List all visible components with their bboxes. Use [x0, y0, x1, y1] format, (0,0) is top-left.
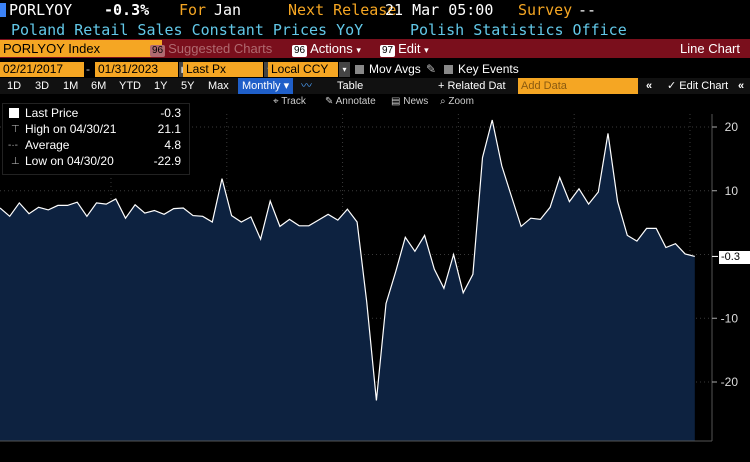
y-axis: 20 10 -10 -20 [711, 114, 739, 441]
range-3d[interactable]: 3D [35, 80, 50, 92]
suggested-charts-button[interactable]: 96 Suggested Charts [150, 41, 273, 57]
edit-menu[interactable]: 97 Edit ▾ [380, 41, 429, 57]
chart-tools: ⌖ Track ✎ Annotate ▤ News ⌕ Zoom [0, 94, 750, 110]
range-1m[interactable]: 1M [63, 80, 79, 92]
y-tick-label: -20 [721, 375, 739, 389]
period-value: Jan [214, 1, 242, 19]
settings-bar: 02/21/2017 - 01/31/2023 ▦ Last Px ▾ Loca… [0, 61, 750, 78]
legend: Last Price -0.3 ⊤ High on 04/30/21 21.1 … [2, 103, 190, 175]
low-marker-icon: ⊥ [11, 156, 20, 167]
price-line [0, 119, 695, 401]
chevron-down-icon: ▾ [424, 45, 429, 55]
ticker-input[interactable]: PORLYOY Index [0, 40, 162, 57]
key-events-checkbox[interactable] [444, 65, 453, 74]
range-ytd[interactable]: YTD [119, 80, 141, 92]
legend-high: ⊤ High on 04/30/21 21.1 [11, 122, 181, 136]
annotate-button[interactable]: ✎ Annotate [325, 96, 376, 107]
date-separator: - [86, 62, 90, 76]
range-1d[interactable]: 1D [7, 80, 22, 92]
mov-avgs-checkbox[interactable] [355, 65, 364, 74]
plot-area[interactable]: 20 10 -10 -20 201720182019202020212022 [0, 94, 750, 442]
range-1y[interactable]: 1Y [154, 80, 168, 92]
frequency-select[interactable]: Monthly ▾ [238, 78, 294, 94]
chevron-down-icon[interactable]: ▾ [339, 62, 350, 77]
y-tick-label: -10 [721, 311, 739, 325]
chart-type-label: Line Chart [680, 41, 740, 56]
start-date-field[interactable]: 02/21/2017 [0, 62, 84, 77]
end-date-field[interactable]: 01/31/2023 [95, 62, 178, 77]
flag-icon [0, 3, 6, 17]
last-price-tag: -0.3 [719, 251, 750, 264]
range-6m[interactable]: 6M [91, 80, 107, 92]
collapse-icon[interactable]: « [646, 80, 653, 92]
news-button[interactable]: ▤ News [391, 96, 429, 107]
range-bar: 1D 3D 1M 6M YTD 1Y 5Y Max Monthly ▾ 〰 Ta… [0, 78, 750, 94]
currency-select[interactable]: Local CCY [268, 62, 338, 77]
chevron-down-icon: ▾ [356, 45, 361, 55]
last-value: -0.3% [104, 1, 150, 19]
field-select[interactable]: Last Px [183, 62, 263, 77]
x-axis: 201720182019202020212022 [0, 440, 712, 442]
series-description: Poland Retail Sales Constant Prices YoY … [0, 21, 750, 39]
expand-icon[interactable]: « [738, 80, 745, 92]
next-release-value: 21 Mar 05:00 [385, 1, 494, 19]
legend-average: -·- Average 4.8 [8, 138, 181, 152]
series-name: Poland Retail Sales Constant Prices YoY [11, 21, 364, 39]
add-data-input[interactable]: Add Data [518, 78, 638, 94]
line-chart-icon[interactable]: 〰 [301, 80, 312, 92]
range-max[interactable]: Max [208, 80, 229, 92]
area-fill [0, 120, 695, 441]
y-tick-label: 20 [725, 120, 739, 134]
track-button[interactable]: ⌖ Track [273, 96, 306, 107]
pencil-icon[interactable]: ✎ [426, 62, 437, 76]
survey-value: -- [578, 1, 597, 19]
table-button[interactable]: Table [337, 80, 364, 92]
ticker-label: PORLYOY [9, 1, 73, 19]
last-price-swatch [9, 108, 19, 118]
mov-avgs-label: Mov Avgs [369, 62, 421, 76]
legend-low: ⊥ Low on 04/30/20 -22.9 [11, 154, 181, 168]
related-data-button[interactable]: + Related Dat [438, 80, 506, 92]
y-tick-label: 10 [725, 184, 739, 198]
range-5y[interactable]: 5Y [181, 80, 195, 92]
average-marker-icon: -·- [8, 140, 18, 151]
edit-chart-button[interactable]: ✓ Edit Chart [667, 80, 729, 92]
key-events-label: Key Events [458, 62, 519, 76]
chart-toolbar: PORLYOY Index 96 Suggested Charts 96 Actio… [0, 39, 750, 58]
source-name: Polish Statistics Office [410, 21, 627, 39]
security-header: PORLYOY -0.3% For Jan Next Release 21 Ma… [0, 0, 750, 20]
actions-menu[interactable]: 96 Actions ▾ [292, 41, 361, 57]
high-marker-icon: ⊤ [11, 124, 20, 135]
survey-label: Survey [518, 1, 573, 19]
legend-last: Last Price -0.3 [3, 106, 189, 121]
zoom-button[interactable]: ⌕ Zoom [440, 96, 474, 107]
for-label: For [179, 1, 207, 19]
next-release-label: Next Release [288, 1, 397, 19]
